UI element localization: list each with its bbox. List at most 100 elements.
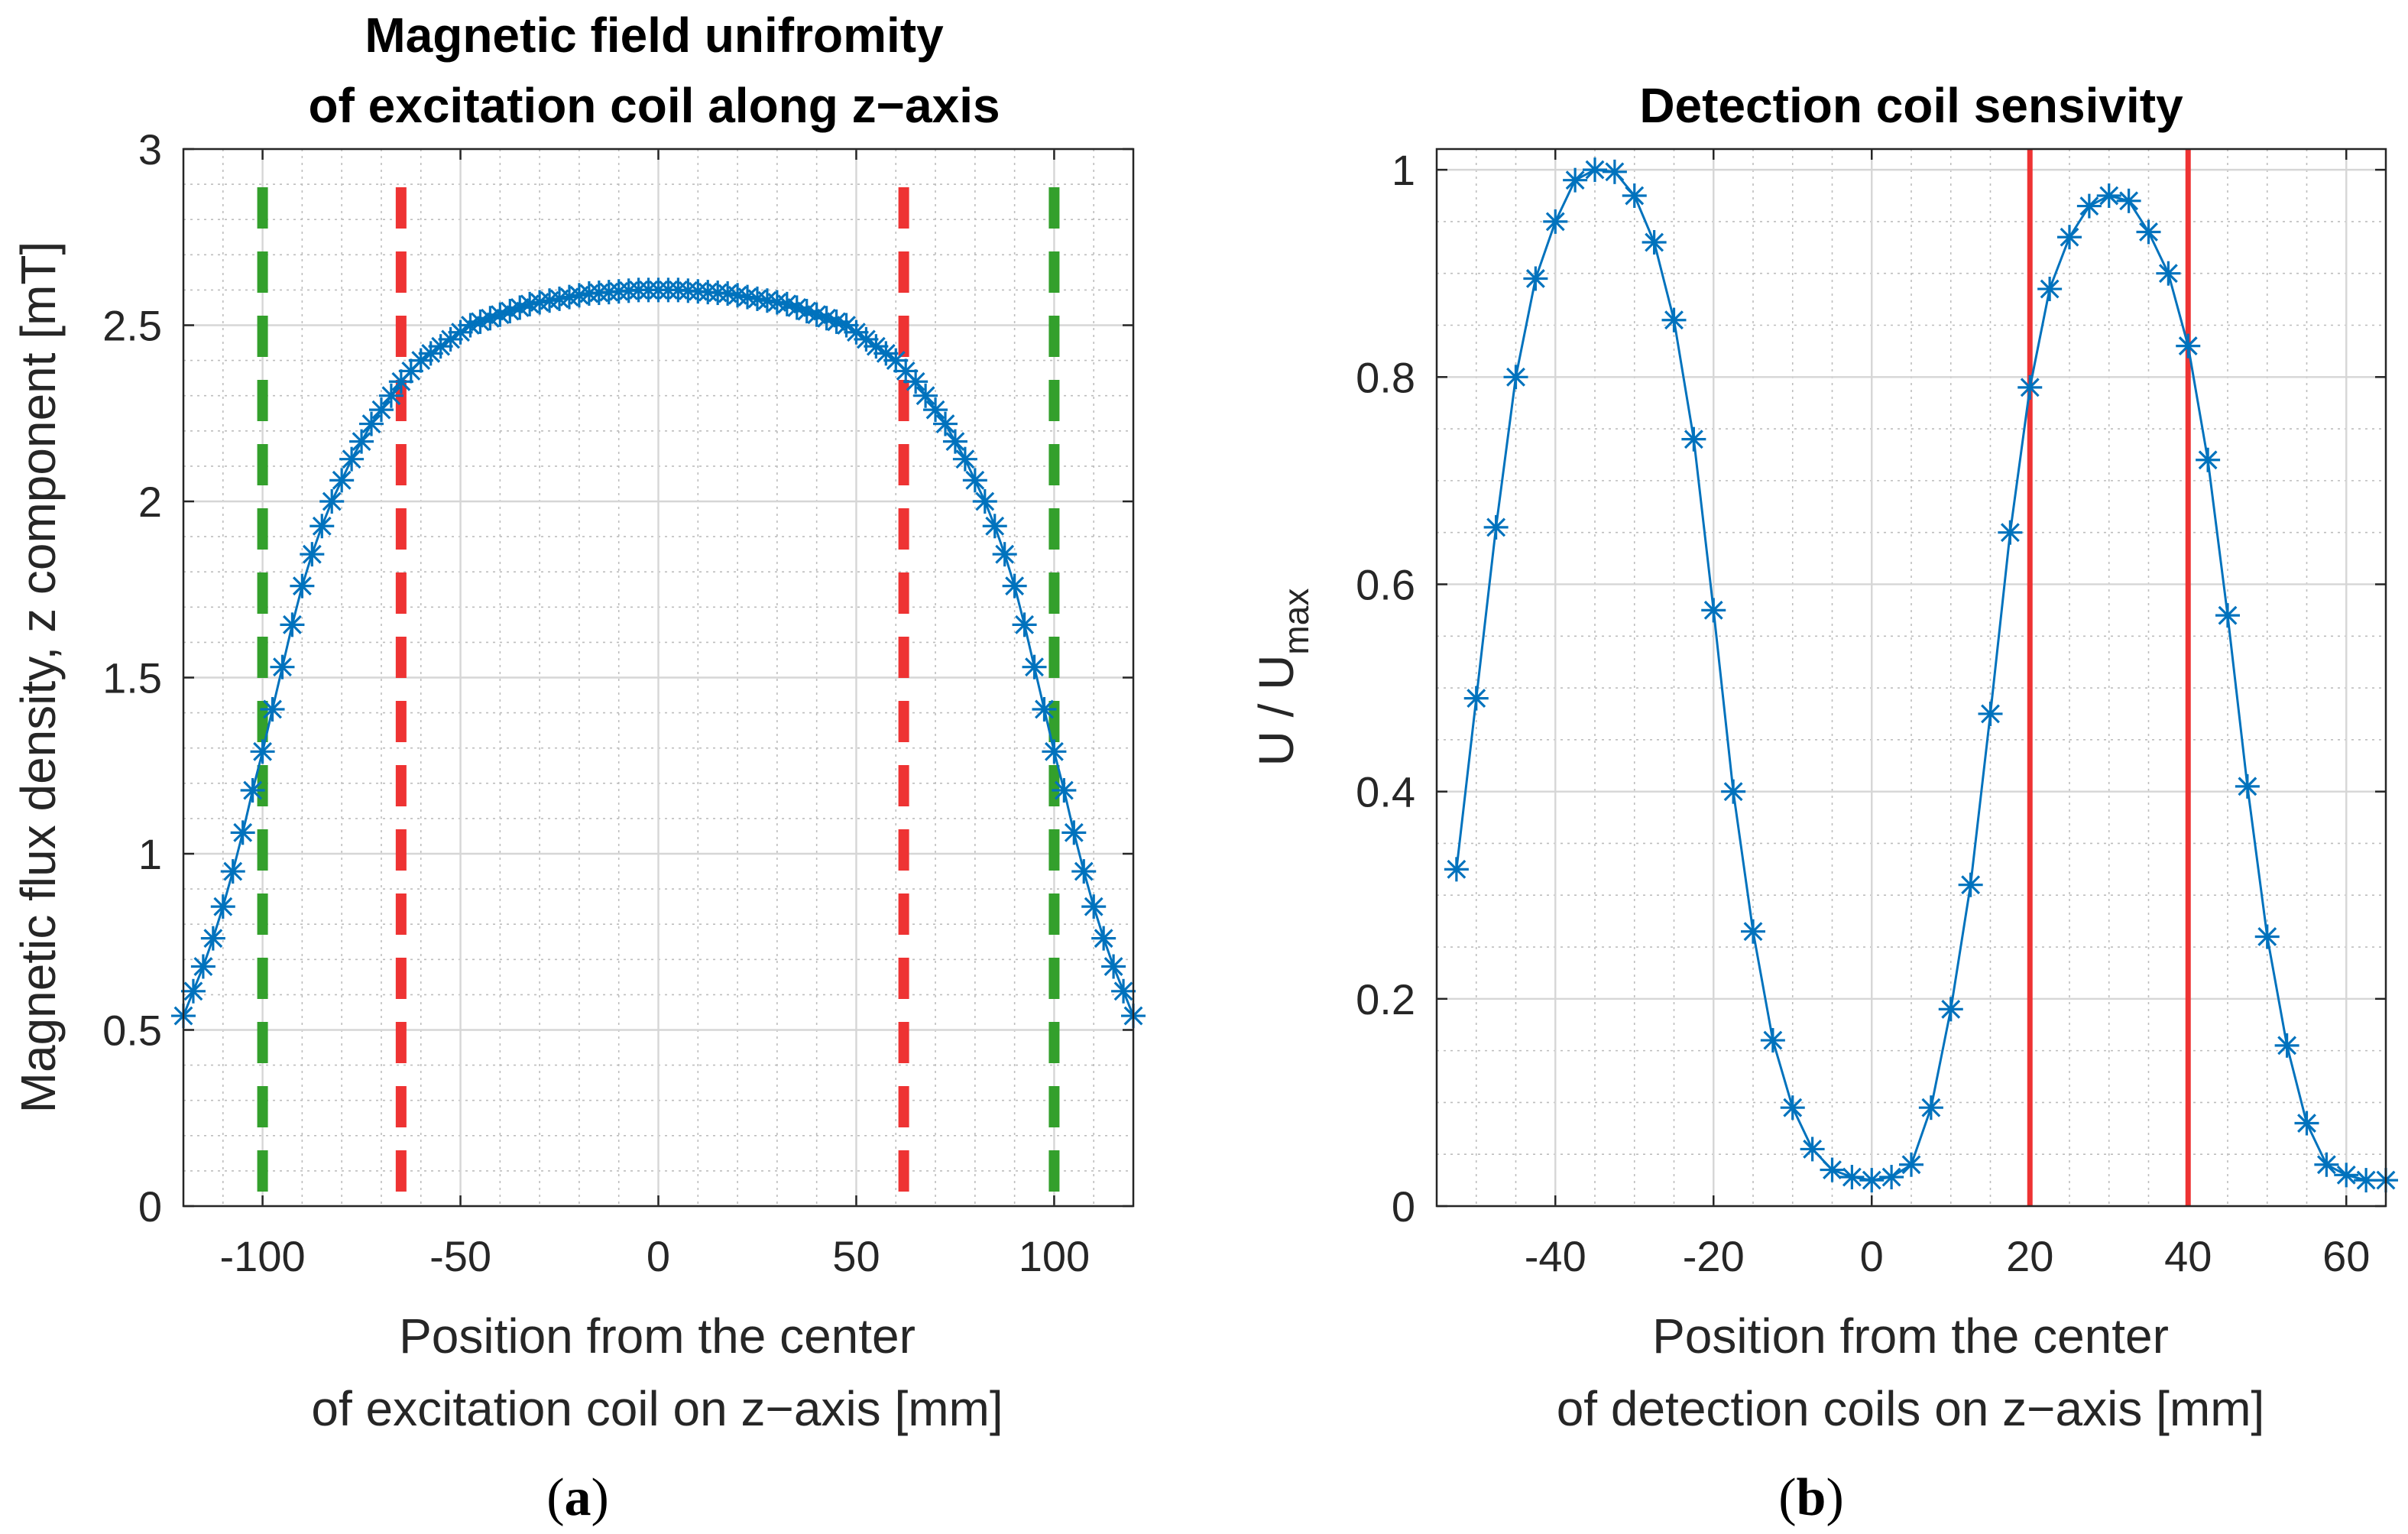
data-point-marker bbox=[2235, 773, 2260, 799]
data-point-marker bbox=[280, 612, 305, 637]
data-point-marker bbox=[388, 369, 413, 394]
data-point-marker bbox=[962, 468, 987, 493]
data-point-marker bbox=[1642, 230, 1667, 255]
data-point-marker bbox=[310, 514, 335, 539]
panel-label-b-close: ) bbox=[1826, 1468, 1843, 1527]
data-point-marker bbox=[1721, 779, 1746, 804]
y-axis-label-b-main: U / U bbox=[1249, 655, 1304, 767]
data-point-marker bbox=[1483, 514, 1509, 540]
data-point-marker bbox=[339, 446, 365, 472]
data-point-marker bbox=[1741, 919, 1765, 944]
panel-label-b-letter: b bbox=[1797, 1468, 1826, 1527]
data-point-marker bbox=[2274, 1033, 2299, 1058]
data-point-marker bbox=[1938, 997, 1963, 1022]
data-point-marker bbox=[2196, 447, 2221, 472]
data-point-marker bbox=[270, 654, 295, 679]
data-point-marker bbox=[378, 383, 403, 408]
chart-a: -100 -50 0 50 100 0 0.5 1 1.5 2 2.5 3 Magnetic fie… bbox=[11, 8, 1146, 1527]
data-point-marker bbox=[1022, 654, 1047, 679]
chart-title-b: Detection coil sensivity bbox=[1639, 78, 2183, 133]
data-point-marker bbox=[873, 341, 899, 366]
data-point-marker bbox=[478, 306, 503, 331]
data-point-marker bbox=[1602, 159, 1627, 184]
y-axis-label-b-subscript: max bbox=[1276, 589, 1316, 655]
data-point-marker bbox=[824, 309, 849, 334]
y-tick-labels-b: 0 0.2 0.4 0.6 0.8 1 bbox=[1356, 146, 1415, 1231]
panel-label-a: (a) bbox=[546, 1468, 609, 1527]
data-point-marker bbox=[1523, 266, 1548, 291]
panel-label-a-close: ) bbox=[591, 1468, 609, 1527]
data-point-marker bbox=[2017, 375, 2043, 400]
x-axis-label-b-line1: Position from the center bbox=[1652, 1309, 2169, 1364]
data-point-marker bbox=[1800, 1137, 1825, 1162]
data-point-marker bbox=[1052, 778, 1077, 803]
y-tick-label: 0 bbox=[138, 1182, 162, 1231]
x-tick-label: -20 bbox=[1683, 1232, 1745, 1280]
y-axis-label-a: Magnetic flux density, z component [mT] bbox=[11, 242, 66, 1114]
data-point-marker bbox=[250, 739, 275, 764]
panel-label-a-open: ( bbox=[546, 1468, 564, 1527]
data-point-marker bbox=[210, 894, 235, 919]
data-point-marker bbox=[1780, 1095, 1805, 1121]
data-point-marker bbox=[1543, 209, 1568, 234]
data-point-marker bbox=[2294, 1111, 2319, 1136]
data-point-marker bbox=[972, 489, 997, 514]
data-point-marker bbox=[913, 383, 938, 408]
y-tick-label: 1 bbox=[1392, 146, 1415, 194]
data-series-b bbox=[1444, 157, 2398, 1193]
reference-lines-b bbox=[2027, 149, 2191, 1206]
data-point-marker bbox=[2314, 1152, 2339, 1177]
data-point-marker bbox=[468, 309, 493, 334]
data-point-marker bbox=[1081, 894, 1107, 919]
data-point-marker bbox=[2334, 1163, 2359, 1188]
data-point-marker bbox=[1879, 1165, 1904, 1190]
data-point-marker bbox=[1839, 1165, 1865, 1190]
data-point-marker bbox=[2215, 603, 2240, 628]
y-tick-label: 0.5 bbox=[102, 1007, 162, 1055]
data-point-marker bbox=[1012, 612, 1037, 637]
data-point-marker bbox=[1091, 926, 1116, 951]
data-point-marker bbox=[2057, 225, 2082, 250]
data-point-marker bbox=[1463, 686, 1489, 711]
data-point-marker bbox=[488, 302, 513, 327]
data-point-marker bbox=[2037, 277, 2063, 302]
x-tick-labels-b: -40 -20 0 20 40 60 bbox=[1525, 1232, 2371, 1280]
y-tick-label: 0.6 bbox=[1356, 560, 1415, 608]
data-point-marker bbox=[368, 397, 394, 423]
x-tick-label: 100 bbox=[1019, 1232, 1090, 1280]
chart-title-a-line1: Magnetic field unifromity bbox=[365, 8, 944, 63]
data-point-marker bbox=[2176, 333, 2201, 358]
data-point-marker bbox=[1681, 426, 1706, 452]
data-point-marker bbox=[1760, 1028, 1785, 1053]
data-point-marker bbox=[1061, 820, 1087, 845]
chart-title-a-line2: of excitation coil along z−axis bbox=[308, 78, 1000, 133]
data-point-marker bbox=[992, 542, 1017, 567]
panel-label-b-open: ( bbox=[1778, 1468, 1796, 1527]
data-point-marker bbox=[794, 299, 819, 324]
data-point-marker bbox=[2254, 924, 2280, 949]
data-point-marker bbox=[1111, 978, 1136, 1004]
data-point-marker bbox=[200, 926, 225, 951]
data-point-marker bbox=[942, 429, 967, 454]
x-axis-label-a-line1: Position from the center bbox=[399, 1309, 916, 1364]
y-tick-label: 3 bbox=[138, 125, 162, 174]
chart-b: -40 -20 0 20 40 60 0 0.2 0.4 0.6 0.8 1 Detection c… bbox=[1249, 78, 2398, 1527]
data-point-marker bbox=[2076, 193, 2102, 219]
data-point-marker bbox=[952, 446, 977, 472]
x-tick-label: 50 bbox=[832, 1232, 880, 1280]
x-tick-label: -50 bbox=[429, 1232, 491, 1280]
data-point-marker bbox=[923, 397, 948, 423]
x-tick-label: 20 bbox=[2006, 1232, 2053, 1280]
data-point-marker bbox=[1820, 1157, 1845, 1182]
data-point-marker bbox=[220, 859, 245, 884]
y-tick-label: 1 bbox=[138, 830, 162, 878]
y-tick-label: 0.4 bbox=[1356, 768, 1415, 816]
data-point-marker bbox=[2116, 188, 2141, 213]
data-point-marker bbox=[932, 411, 958, 436]
x-tick-labels-a: -100 -50 0 50 100 bbox=[220, 1232, 1091, 1280]
data-point-marker bbox=[1622, 183, 1647, 209]
data-point-marker bbox=[1101, 954, 1126, 979]
data-point-marker bbox=[1978, 701, 2003, 726]
data-point-marker bbox=[507, 295, 533, 320]
